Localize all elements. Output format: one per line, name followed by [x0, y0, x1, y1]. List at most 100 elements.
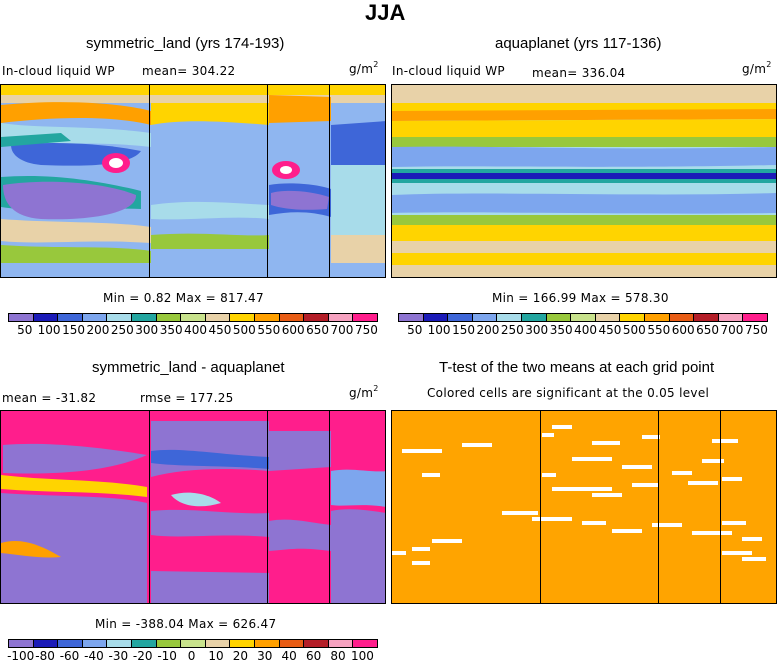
colorbar-swatch	[694, 314, 719, 321]
colorbar-tick-label: 650	[696, 323, 720, 337]
panel4-title: T-test of the two means at each grid poi…	[439, 359, 715, 376]
colorbar-tick-label: 450	[598, 323, 622, 337]
colorbar-swatch	[205, 314, 231, 321]
panel1-map	[0, 84, 386, 278]
colorbar-swatch	[82, 640, 108, 647]
panel4-map	[391, 410, 777, 604]
colorbar-swatch	[718, 314, 744, 321]
colorbar-tick-label: 60	[305, 649, 322, 663]
colorbar-tick-label: 50	[17, 323, 33, 337]
colorbar-swatch	[131, 640, 157, 647]
colorbar-tick-label: -20	[132, 649, 153, 663]
panel3-colorbar-ticks: -100 -80 -60 -40 -30 -20 -10 0 10 20 30 40 60 80 100	[7, 649, 376, 663]
colorbar-swatch	[33, 640, 59, 647]
colorbar-tick-label: -40	[84, 649, 104, 663]
panel3-minmax: Min = -388.04 Max = 626.47	[95, 617, 277, 631]
nonsignificant-cells	[722, 521, 746, 525]
nonsignificant-cells	[402, 449, 442, 453]
panel3-rmse: rmse = 177.25	[140, 391, 234, 405]
colorbar-swatch	[156, 314, 182, 321]
panel1-title: symmetric_land (yrs 174-193)	[86, 35, 285, 52]
nonsignificant-cells	[532, 517, 572, 521]
nonsignificant-cells	[552, 487, 612, 491]
panel1-units-exp: 2	[373, 60, 379, 69]
nonsignificant-cells	[712, 439, 738, 443]
colorbar-tick-label: 100	[427, 323, 451, 337]
colorbar-tick-label: 50	[407, 323, 423, 337]
nonsignificant-cells	[542, 473, 556, 477]
nonsignificant-cells	[552, 425, 572, 429]
colorbar-swatch	[181, 314, 206, 321]
colorbar-tick-label: 600	[671, 323, 695, 337]
colorbar-swatch	[669, 314, 695, 321]
colorbar-swatch	[205, 640, 231, 647]
nonsignificant-cells	[692, 531, 732, 535]
colorbar-tick-label: 40	[281, 649, 297, 663]
nonsignificant-cells	[462, 443, 492, 447]
nonsignificant-cells	[572, 457, 612, 461]
panel1-colorbar-ticks: 50 100 150 200 250 300 350 400 450 500 550 600 650 70…	[14, 323, 380, 337]
colorbar-tick-label: 0	[187, 649, 196, 663]
panel4-subtitle: Colored cells are significant at the 0.0…	[427, 386, 710, 400]
colorbar-swatch	[399, 314, 424, 321]
colorbar-swatch	[353, 314, 377, 321]
colorbar-swatch	[156, 640, 182, 647]
panel2-colorbar-ticks: 50 100 150 200 250 300 350 400 450 500 550 600 650 70…	[404, 323, 770, 337]
nonsignificant-cells	[392, 551, 406, 555]
colorbar-swatch	[644, 314, 670, 321]
figure-title: JJA	[365, 0, 406, 25]
colorbar-tick-label: 500	[622, 323, 646, 337]
colorbar-swatch	[279, 314, 305, 321]
colorbar-swatch	[620, 314, 645, 321]
colorbar-tick-label: 250	[110, 323, 134, 337]
panel2-variable: In-cloud liquid WP	[392, 64, 505, 78]
colorbar-tick-label: 100	[350, 649, 374, 663]
panel1-minmax: Min = 0.82 Max = 817.47	[103, 291, 264, 305]
nonsignificant-cells	[632, 483, 658, 487]
nonsignificant-cells	[722, 551, 752, 555]
nonsignificant-cells	[652, 523, 682, 527]
colorbar-swatch	[33, 314, 59, 321]
nonsignificant-cells	[742, 557, 766, 561]
nonsignificant-cells	[742, 537, 762, 541]
colorbar-tick-label: -60	[59, 649, 80, 663]
colorbar-swatch	[230, 640, 255, 647]
colorbar-tick-label: 20	[232, 649, 248, 663]
colorbar-tick-label: 80	[330, 649, 346, 663]
nonsignificant-cells	[642, 435, 660, 439]
colorbar-tick-label: 750	[354, 323, 378, 337]
colorbar-tick-label: 150	[62, 323, 85, 337]
nonsignificant-cells	[542, 433, 554, 437]
panel3-units-exp: 2	[373, 384, 379, 393]
panel2-title: aquaplanet (yrs 117-136)	[495, 35, 662, 52]
colorbar-tick-label: 450	[208, 323, 232, 337]
nonsignificant-cells	[412, 547, 430, 551]
nonsignificant-cells	[612, 529, 642, 533]
colorbar-swatch	[521, 314, 547, 321]
panel2-units-base: g/m	[742, 62, 767, 76]
nonsignificant-cells	[582, 521, 606, 525]
nonsignificant-cells	[422, 473, 440, 477]
colorbar-tick-label: 500	[232, 323, 256, 337]
colorbar-tick-label: -80	[35, 649, 55, 663]
colorbar-swatch	[448, 314, 473, 321]
nonsignificant-cells	[722, 477, 742, 481]
panel2-colorbar	[398, 313, 768, 322]
colorbar-tick-label: 650	[306, 323, 330, 337]
panel1-contours	[1, 85, 385, 277]
panel3-units: g/m2	[349, 384, 379, 400]
nonsignificant-cells	[702, 459, 724, 463]
colorbar-tick-label: 700	[720, 323, 744, 337]
panel1-units: g/m2	[349, 60, 379, 76]
colorbar-tick-label: 550	[647, 323, 671, 337]
panel4-significance	[392, 411, 776, 603]
colorbar-swatch	[328, 314, 354, 321]
panel2-map	[391, 84, 777, 278]
colorbar-swatch	[58, 640, 83, 647]
nonsignificant-cells	[432, 539, 462, 543]
panel3-units-base: g/m	[349, 386, 374, 400]
colorbar-tick-label: 30	[257, 649, 273, 663]
colorbar-swatch	[254, 640, 280, 647]
colorbar-tick-label: 700	[330, 323, 354, 337]
colorbar-tick-label: 750	[744, 323, 768, 337]
